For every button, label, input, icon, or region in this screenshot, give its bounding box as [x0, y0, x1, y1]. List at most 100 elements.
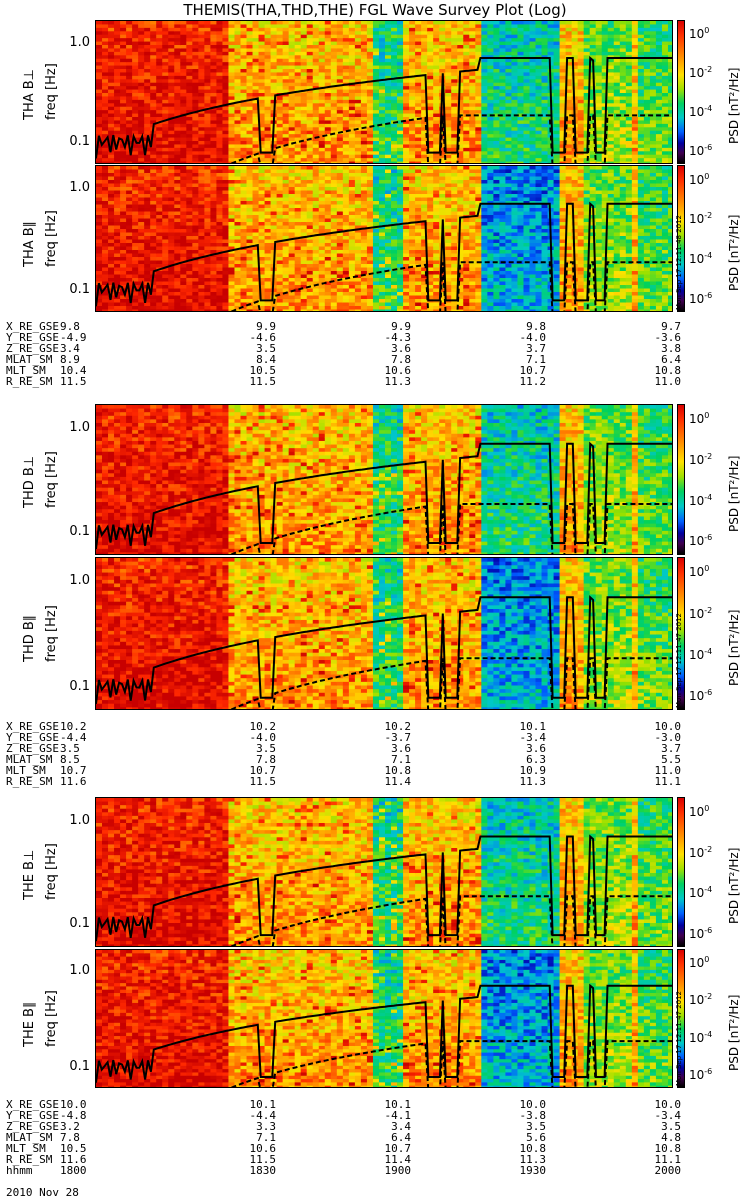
spectrogram-cell: [409, 130, 416, 135]
spectrogram-cell: [553, 48, 561, 53]
spectrogram-cell: [180, 41, 187, 46]
spectrogram-cell: [421, 31, 428, 36]
spectrogram-cell: [463, 154, 470, 159]
spectrogram-cell: [336, 21, 344, 26]
spectrogram-cell: [403, 93, 410, 98]
spectrogram-cell: [613, 45, 621, 50]
spectrogram-cell: [649, 51, 657, 56]
spectrogram-cell: [661, 106, 669, 111]
spectrogram-cell: [192, 190, 199, 195]
spectrogram-cell: [294, 110, 302, 115]
spectrogram-cell: [108, 204, 115, 209]
spectrogram-cell: [601, 79, 609, 84]
spectrogram-cell: [391, 38, 398, 43]
spectrogram-cell: [631, 69, 639, 74]
spectrogram-cell: [547, 27, 555, 32]
spectrogram-cell: [156, 309, 163, 311]
spectrogram-cell: [174, 225, 181, 230]
spectrogram-cell: [643, 27, 651, 32]
spectrogram-cell: [553, 38, 561, 43]
spectrogram-cell: [553, 55, 561, 60]
spectrogram-cell: [306, 158, 314, 163]
spectrogram-cell: [192, 239, 199, 244]
spectrogram-cell: [421, 144, 428, 149]
spectrogram-cell: [180, 211, 187, 216]
spectrogram-cell: [511, 117, 519, 122]
spectrogram-cell: [409, 96, 416, 101]
spectrogram-cell: [108, 197, 115, 202]
spectrogram-cell: [607, 41, 615, 46]
spectrogram-cell: [156, 271, 163, 276]
spectrogram-cell: [96, 161, 103, 163]
spectrogram-cell: [186, 232, 193, 237]
spectrogram-cell: [577, 117, 585, 122]
spectrogram-cell: [126, 38, 133, 43]
spectrogram-cell: [547, 45, 555, 50]
spectrogram-cell: [318, 62, 326, 67]
spectrogram-cell: [607, 38, 615, 43]
spectrogram-cell: [180, 154, 187, 159]
spectrogram-cell: [108, 41, 115, 46]
spectrogram-cell: [216, 79, 224, 84]
spectrogram-cell: [481, 48, 488, 53]
spectrogram-cell: [270, 72, 278, 77]
spectrogram-cell: [120, 197, 127, 202]
spectrogram-cell: [96, 51, 103, 56]
spectrogram-cell: [643, 51, 651, 56]
spectrogram-cell: [246, 38, 254, 43]
spectrogram-cell: [517, 110, 525, 115]
spectrogram-cell: [601, 27, 609, 32]
spectrogram-cell: [463, 137, 470, 142]
spectrogram-cell: [198, 147, 205, 152]
spectrogram-cell: [336, 151, 344, 156]
spectrogram-cell: [481, 24, 488, 29]
spectrogram-cell: [493, 51, 500, 56]
spectrogram-cell: [132, 194, 139, 199]
spectrogram-cell: [252, 99, 260, 104]
spectrogram-cell: [559, 130, 567, 135]
spectrogram-cell: [318, 99, 326, 104]
spectrogram-cell: [114, 243, 121, 248]
spectrogram-cell: [132, 79, 139, 84]
spectrogram-cell: [487, 79, 494, 84]
spectrogram-cell: [240, 93, 248, 98]
spectrogram-cell: [312, 144, 320, 149]
spectrogram-cell: [667, 106, 672, 111]
spectrogram-cell: [168, 260, 175, 265]
spectrogram-cell: [138, 295, 145, 300]
spectrogram-cell: [204, 123, 211, 128]
spectrogram-cell: [487, 45, 494, 50]
spectrogram-cell: [318, 75, 326, 80]
spectrogram-cell: [114, 113, 121, 118]
spectrogram-cell: [565, 144, 573, 149]
spectrogram-cell: [270, 79, 278, 84]
spectrogram-cell: [457, 154, 464, 159]
spectrogram-cell: [222, 183, 230, 188]
spectrogram-cell: [150, 79, 157, 84]
spectrogram-cell: [559, 144, 567, 149]
spectrogram-cell: [619, 82, 627, 87]
spectrogram-cell: [397, 72, 404, 77]
spectrogram-cell: [625, 147, 633, 152]
spectrogram-cell: [667, 89, 672, 94]
spectrogram-cell: [649, 48, 657, 53]
spectrogram-cell: [511, 137, 519, 142]
spectrogram-cell: [156, 158, 163, 163]
spectrogram-cell: [96, 151, 103, 156]
spectrogram-cell: [625, 62, 633, 67]
spectrogram-cell: [439, 130, 446, 135]
spectrogram-cell: [571, 75, 579, 80]
spectrogram-cell: [138, 239, 145, 244]
spectrogram-cell: [282, 99, 290, 104]
spectrogram-cell: [529, 72, 537, 77]
spectrogram-cell: [228, 215, 236, 220]
spectrogram-cell: [114, 194, 121, 199]
spectrogram-cell: [282, 69, 290, 74]
spectrogram-cell: [553, 161, 561, 163]
spectrogram-cell: [120, 173, 127, 178]
spectrogram-cell: [360, 69, 368, 74]
spectrogram-cell: [445, 99, 452, 104]
spectrogram-cell: [403, 65, 410, 70]
spectrogram-cell: [138, 306, 145, 311]
spectrogram-cell: [126, 127, 133, 132]
